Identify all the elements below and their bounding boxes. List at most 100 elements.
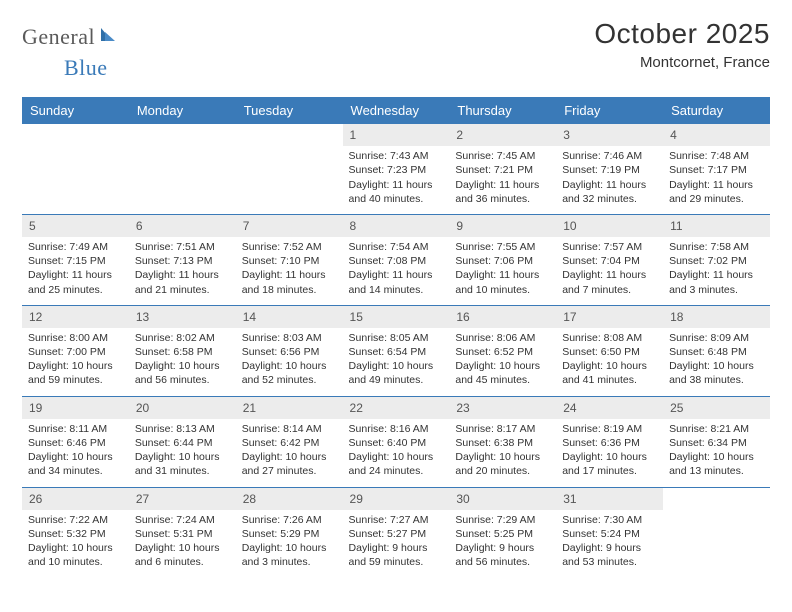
calendar-cell: 10Sunrise: 7:57 AMSunset: 7:04 PMDayligh… [556,214,663,305]
daylight-text: and 20 minutes. [455,464,550,478]
day-number: 9 [449,215,556,237]
title-block: October 2025 Montcornet, France [594,18,770,71]
daylight-text: Daylight: 10 hours [562,359,657,373]
calendar-cell: 14Sunrise: 8:03 AMSunset: 6:56 PMDayligh… [236,305,343,396]
daylight-text: and 17 minutes. [562,464,657,478]
day-number: 11 [663,215,770,237]
calendar-cell: 19Sunrise: 8:11 AMSunset: 6:46 PMDayligh… [22,396,129,487]
daylight-text: and 56 minutes. [455,555,550,569]
daylight-text: and 38 minutes. [669,373,764,387]
calendar-cell: 17Sunrise: 8:08 AMSunset: 6:50 PMDayligh… [556,305,663,396]
daylight-text: Daylight: 10 hours [242,359,337,373]
sunrise-text: Sunrise: 8:17 AM [455,422,550,436]
day-number: 10 [556,215,663,237]
day-header-sun: Sunday [22,97,129,124]
day-number: 15 [343,306,450,328]
calendar-cell: 20Sunrise: 8:13 AMSunset: 6:44 PMDayligh… [129,396,236,487]
sunrise-text: Sunrise: 7:49 AM [28,240,123,254]
calendar-cell: 3Sunrise: 7:46 AMSunset: 7:19 PMDaylight… [556,124,663,214]
daylight-text: and 29 minutes. [669,192,764,206]
day-number: 12 [22,306,129,328]
calendar-cell [236,124,343,214]
sunset-text: Sunset: 5:29 PM [242,527,337,541]
daylight-text: and 56 minutes. [135,373,230,387]
daylight-text: Daylight: 10 hours [242,450,337,464]
calendar-cell: 21Sunrise: 8:14 AMSunset: 6:42 PMDayligh… [236,396,343,487]
daylight-text: Daylight: 10 hours [455,450,550,464]
day-number: 25 [663,397,770,419]
logo-sail-icon [99,26,119,49]
day-number: 21 [236,397,343,419]
sunrise-text: Sunrise: 7:45 AM [455,149,550,163]
sunset-text: Sunset: 6:36 PM [562,436,657,450]
daylight-text: Daylight: 11 hours [455,268,550,282]
day-header-mon: Monday [129,97,236,124]
daylight-text: Daylight: 11 hours [28,268,123,282]
calendar-cell: 27Sunrise: 7:24 AMSunset: 5:31 PMDayligh… [129,487,236,577]
daylight-text: Daylight: 9 hours [455,541,550,555]
daylight-text: and 53 minutes. [562,555,657,569]
day-number: 5 [22,215,129,237]
daylight-text: and 27 minutes. [242,464,337,478]
daylight-text: Daylight: 10 hours [28,450,123,464]
sunrise-text: Sunrise: 8:13 AM [135,422,230,436]
sunset-text: Sunset: 7:04 PM [562,254,657,268]
sunrise-text: Sunrise: 7:43 AM [349,149,444,163]
calendar-cell: 7Sunrise: 7:52 AMSunset: 7:10 PMDaylight… [236,214,343,305]
sunset-text: Sunset: 7:21 PM [455,163,550,177]
daylight-text: Daylight: 11 hours [349,268,444,282]
daylight-text: Daylight: 11 hours [349,178,444,192]
logo: General [22,24,123,50]
daylight-text: and 25 minutes. [28,283,123,297]
daylight-text: Daylight: 10 hours [28,541,123,555]
daylight-text: and 59 minutes. [349,555,444,569]
daylight-text: and 41 minutes. [562,373,657,387]
day-number: 24 [556,397,663,419]
daylight-text: Daylight: 9 hours [562,541,657,555]
sunset-text: Sunset: 6:44 PM [135,436,230,450]
daylight-text: Daylight: 11 hours [562,178,657,192]
sunrise-text: Sunrise: 7:48 AM [669,149,764,163]
daylight-text: Daylight: 10 hours [135,359,230,373]
calendar-header-row: Sunday Monday Tuesday Wednesday Thursday… [22,97,770,124]
sunrise-text: Sunrise: 8:06 AM [455,331,550,345]
logo-text-blue: Blue [64,55,108,80]
daylight-text: Daylight: 10 hours [242,541,337,555]
calendar-cell [663,487,770,577]
calendar-cell: 12Sunrise: 8:00 AMSunset: 7:00 PMDayligh… [22,305,129,396]
day-number: 2 [449,124,556,146]
daylight-text: and 3 minutes. [242,555,337,569]
daylight-text: Daylight: 10 hours [349,450,444,464]
sunset-text: Sunset: 6:42 PM [242,436,337,450]
sunset-text: Sunset: 5:27 PM [349,527,444,541]
calendar-week-row: 26Sunrise: 7:22 AMSunset: 5:32 PMDayligh… [22,487,770,577]
calendar-cell: 16Sunrise: 8:06 AMSunset: 6:52 PMDayligh… [449,305,556,396]
day-number: 19 [22,397,129,419]
sunrise-text: Sunrise: 8:00 AM [28,331,123,345]
daylight-text: Daylight: 11 hours [455,178,550,192]
sunrise-text: Sunrise: 8:08 AM [562,331,657,345]
calendar-body: 1Sunrise: 7:43 AMSunset: 7:23 PMDaylight… [22,124,770,577]
daylight-text: and 10 minutes. [28,555,123,569]
sunset-text: Sunset: 7:15 PM [28,254,123,268]
sunrise-text: Sunrise: 7:57 AM [562,240,657,254]
calendar-table: Sunday Monday Tuesday Wednesday Thursday… [22,97,770,577]
calendar-cell: 2 Sunrise: 7:45 AMSunset: 7:21 PMDaylight… [449,124,556,214]
sunrise-text: Sunrise: 7:27 AM [349,513,444,527]
sunset-text: Sunset: 6:52 PM [455,345,550,359]
day-number: 3 [556,124,663,146]
calendar-cell: 9Sunrise: 7:55 AMSunset: 7:06 PMDaylight… [449,214,556,305]
calendar-cell: 30Sunrise: 7:29 AMSunset: 5:25 PMDayligh… [449,487,556,577]
logo-text-general: General [22,24,95,50]
daylight-text: and 18 minutes. [242,283,337,297]
sunset-text: Sunset: 7:08 PM [349,254,444,268]
sunrise-text: Sunrise: 8:09 AM [669,331,764,345]
sunrise-text: Sunrise: 7:55 AM [455,240,550,254]
calendar-cell: 22Sunrise: 8:16 AMSunset: 6:40 PMDayligh… [343,396,450,487]
sunset-text: Sunset: 6:48 PM [669,345,764,359]
sunset-text: Sunset: 6:34 PM [669,436,764,450]
sunrise-text: Sunrise: 8:11 AM [28,422,123,436]
calendar-week-row: 19Sunrise: 8:11 AMSunset: 6:46 PMDayligh… [22,396,770,487]
sunset-text: Sunset: 7:10 PM [242,254,337,268]
calendar-cell: 26Sunrise: 7:22 AMSunset: 5:32 PMDayligh… [22,487,129,577]
